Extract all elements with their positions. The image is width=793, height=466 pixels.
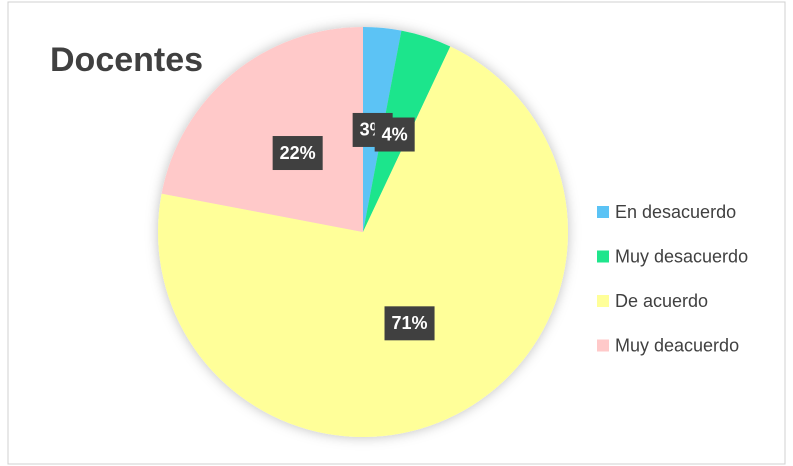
- data-label-box: [272, 136, 323, 171]
- data-label: 22%: [280, 143, 316, 163]
- legend-label: Muy deacuerdo: [615, 335, 739, 355]
- pie: [158, 27, 568, 438]
- legend-label: En desacuerdo: [615, 202, 736, 222]
- legend: En desacuerdo Muy desacuerdo De acuerdo Muy…: [597, 202, 748, 355]
- data-label-group: 71%: [384, 306, 435, 341]
- chart-title: Docentes: [50, 41, 203, 79]
- data-label-group: 22%: [272, 136, 323, 171]
- data-label-box: [384, 306, 435, 341]
- data-label-group: 4%: [374, 117, 415, 152]
- pie-slice: [161, 27, 363, 232]
- legend-label: De acuerdo: [615, 291, 708, 311]
- legend-swatch: [597, 295, 609, 307]
- legend-label: Muy desacuerdo: [615, 246, 748, 266]
- legend-swatch: [597, 250, 609, 263]
- data-label: 4%: [382, 124, 408, 144]
- pie-slice: [158, 46, 568, 438]
- data-label-box: [374, 117, 415, 152]
- legend-swatch: [597, 206, 609, 218]
- legend-swatch: [597, 339, 609, 352]
- data-labels: 3%4%71%22%: [272, 112, 435, 341]
- data-label: 71%: [392, 313, 428, 333]
